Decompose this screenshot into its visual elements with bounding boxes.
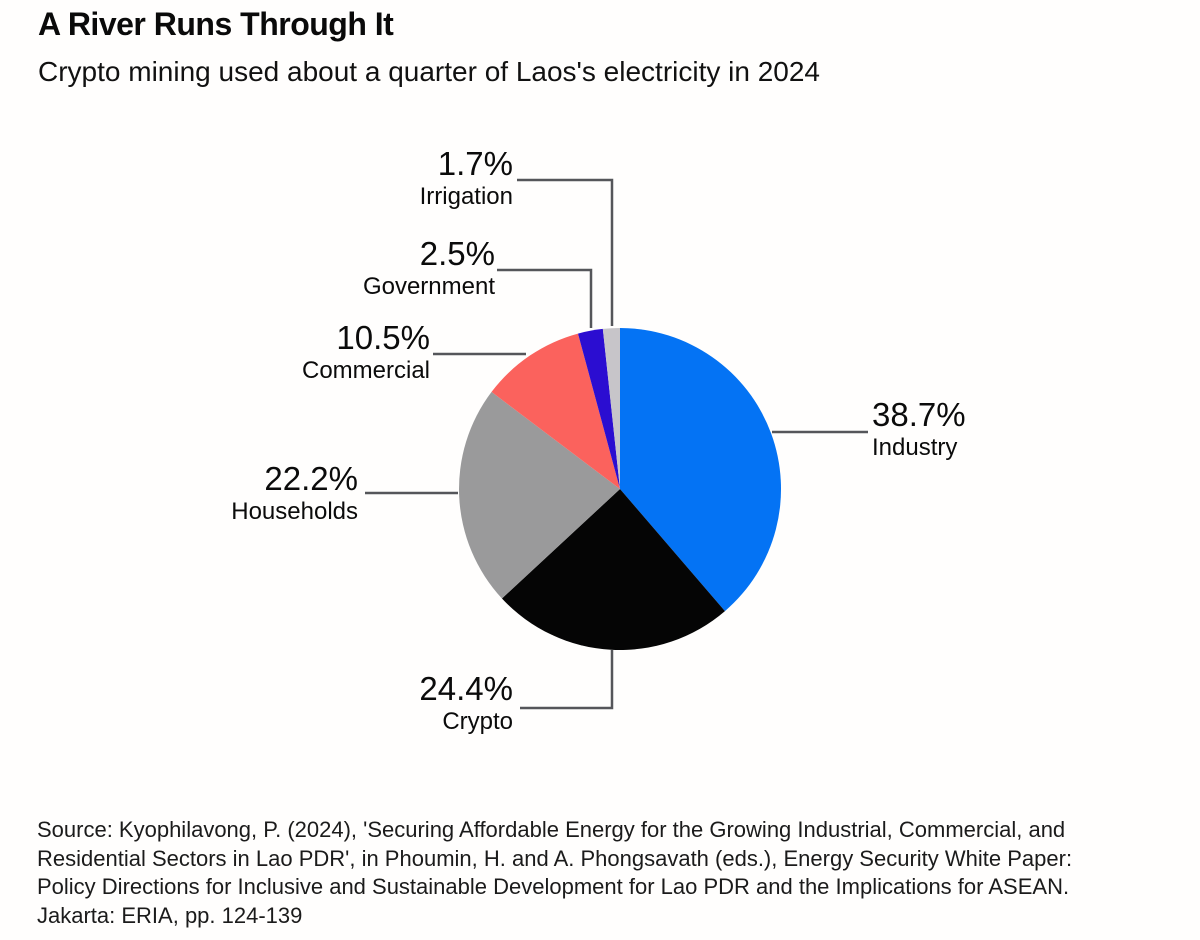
leader-lines <box>365 178 868 710</box>
chart-title: A River Runs Through It <box>38 6 394 42</box>
source-line: Jakarta: ERIA, pp. 124-139 <box>37 902 303 928</box>
leader-line-irrigation <box>517 178 614 326</box>
callout-government: 2.5% Government <box>363 236 495 302</box>
source-line: Residential Sectors in Lao PDR', in Phou… <box>37 845 1073 871</box>
slice-name-label: Irrigation <box>419 183 513 210</box>
pie-slice-commercial <box>491 333 620 489</box>
callout-industry: 38.7% Industry <box>872 397 966 463</box>
leader-line-government <box>497 268 593 328</box>
slice-value-label: 2.5% <box>419 235 495 272</box>
slice-value-label: 22.2% <box>264 460 358 497</box>
leader-line-crypto <box>520 650 614 710</box>
slice-value-label: 38.7% <box>872 396 966 433</box>
pie-chart <box>459 328 782 651</box>
source-note: Source: Kyophilavong, P. (2024), 'Securi… <box>37 816 1072 930</box>
slice-name-label: Crypto <box>442 708 513 735</box>
pie-slice-industry <box>620 328 782 612</box>
callout-commercial: 10.5% Commercial <box>302 320 430 386</box>
source-line: Policy Directions for Inclusive and Sust… <box>37 874 1070 899</box>
callout-households: 22.2% Households <box>231 461 358 527</box>
slice-name-label: Industry <box>872 434 958 461</box>
callout-crypto: 24.4% Crypto <box>419 671 513 737</box>
chart-subtitle: Crypto mining used about a quarter of La… <box>38 56 821 87</box>
pie-slice-households <box>459 391 620 599</box>
slice-value-label: 1.7% <box>437 145 513 182</box>
slice-name-label: Government <box>362 273 495 300</box>
slice-value-label: 24.4% <box>419 670 513 707</box>
pie-slice-irrigation <box>602 328 620 489</box>
pie-slice-crypto <box>501 489 725 651</box>
source-line: Source: Kyophilavong, P. (2024), 'Securi… <box>37 817 1066 842</box>
callout-irrigation: 1.7% Irrigation <box>420 146 513 212</box>
slice-value-label: 10.5% <box>336 319 430 356</box>
slice-name-label: Households <box>231 498 358 525</box>
slice-name-label: Commercial <box>301 357 430 384</box>
pie-slice-government <box>578 328 620 489</box>
